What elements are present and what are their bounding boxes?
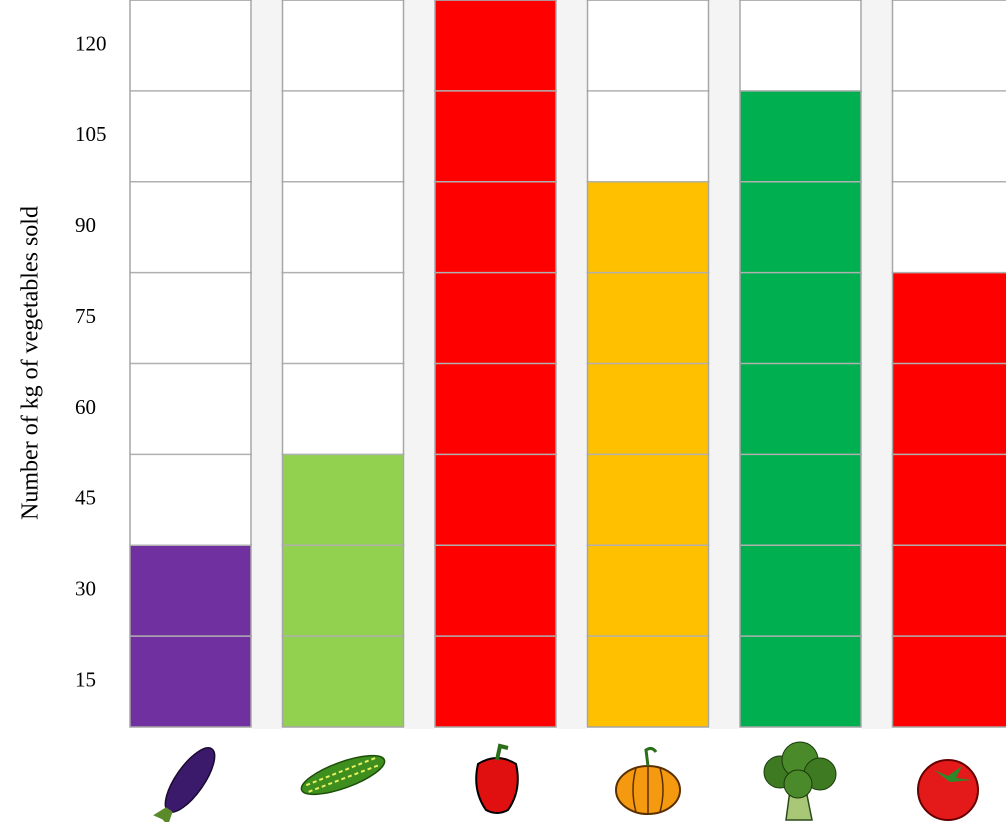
y-tick-label: 30 (75, 577, 96, 601)
pumpkin-icon (616, 748, 680, 814)
zucchini-icon (297, 748, 389, 803)
y-tick-label: 105 (75, 122, 107, 146)
pepper-icon (476, 746, 518, 813)
chart: Number of kg of vegetables sold 15 30 45 60… (0, 0, 1006, 822)
broccoli-icon (764, 742, 836, 820)
y-axis-label: Number of kg of vegetables sold (18, 206, 44, 520)
eggplant-icon (150, 741, 223, 822)
tomato-icon (918, 760, 978, 820)
y-tick-label: 90 (75, 213, 96, 237)
column-gap (710, 0, 740, 729)
y-tick-label: 45 (75, 486, 96, 510)
bar (283, 454, 404, 727)
vegetable-icons (150, 741, 978, 822)
bar (893, 273, 1006, 727)
y-tick-label: 120 (75, 31, 107, 55)
page: Number of kg of vegetables sold 15 30 45 60… (0, 0, 1006, 822)
column-gap (862, 0, 892, 729)
y-tick-label: 60 (75, 395, 96, 419)
column-gap (557, 0, 587, 729)
y-tick-label: 15 (75, 667, 96, 691)
column-gap (405, 0, 435, 729)
y-tick-label: 75 (75, 304, 96, 328)
bar (740, 91, 861, 727)
column-gap (252, 0, 282, 729)
